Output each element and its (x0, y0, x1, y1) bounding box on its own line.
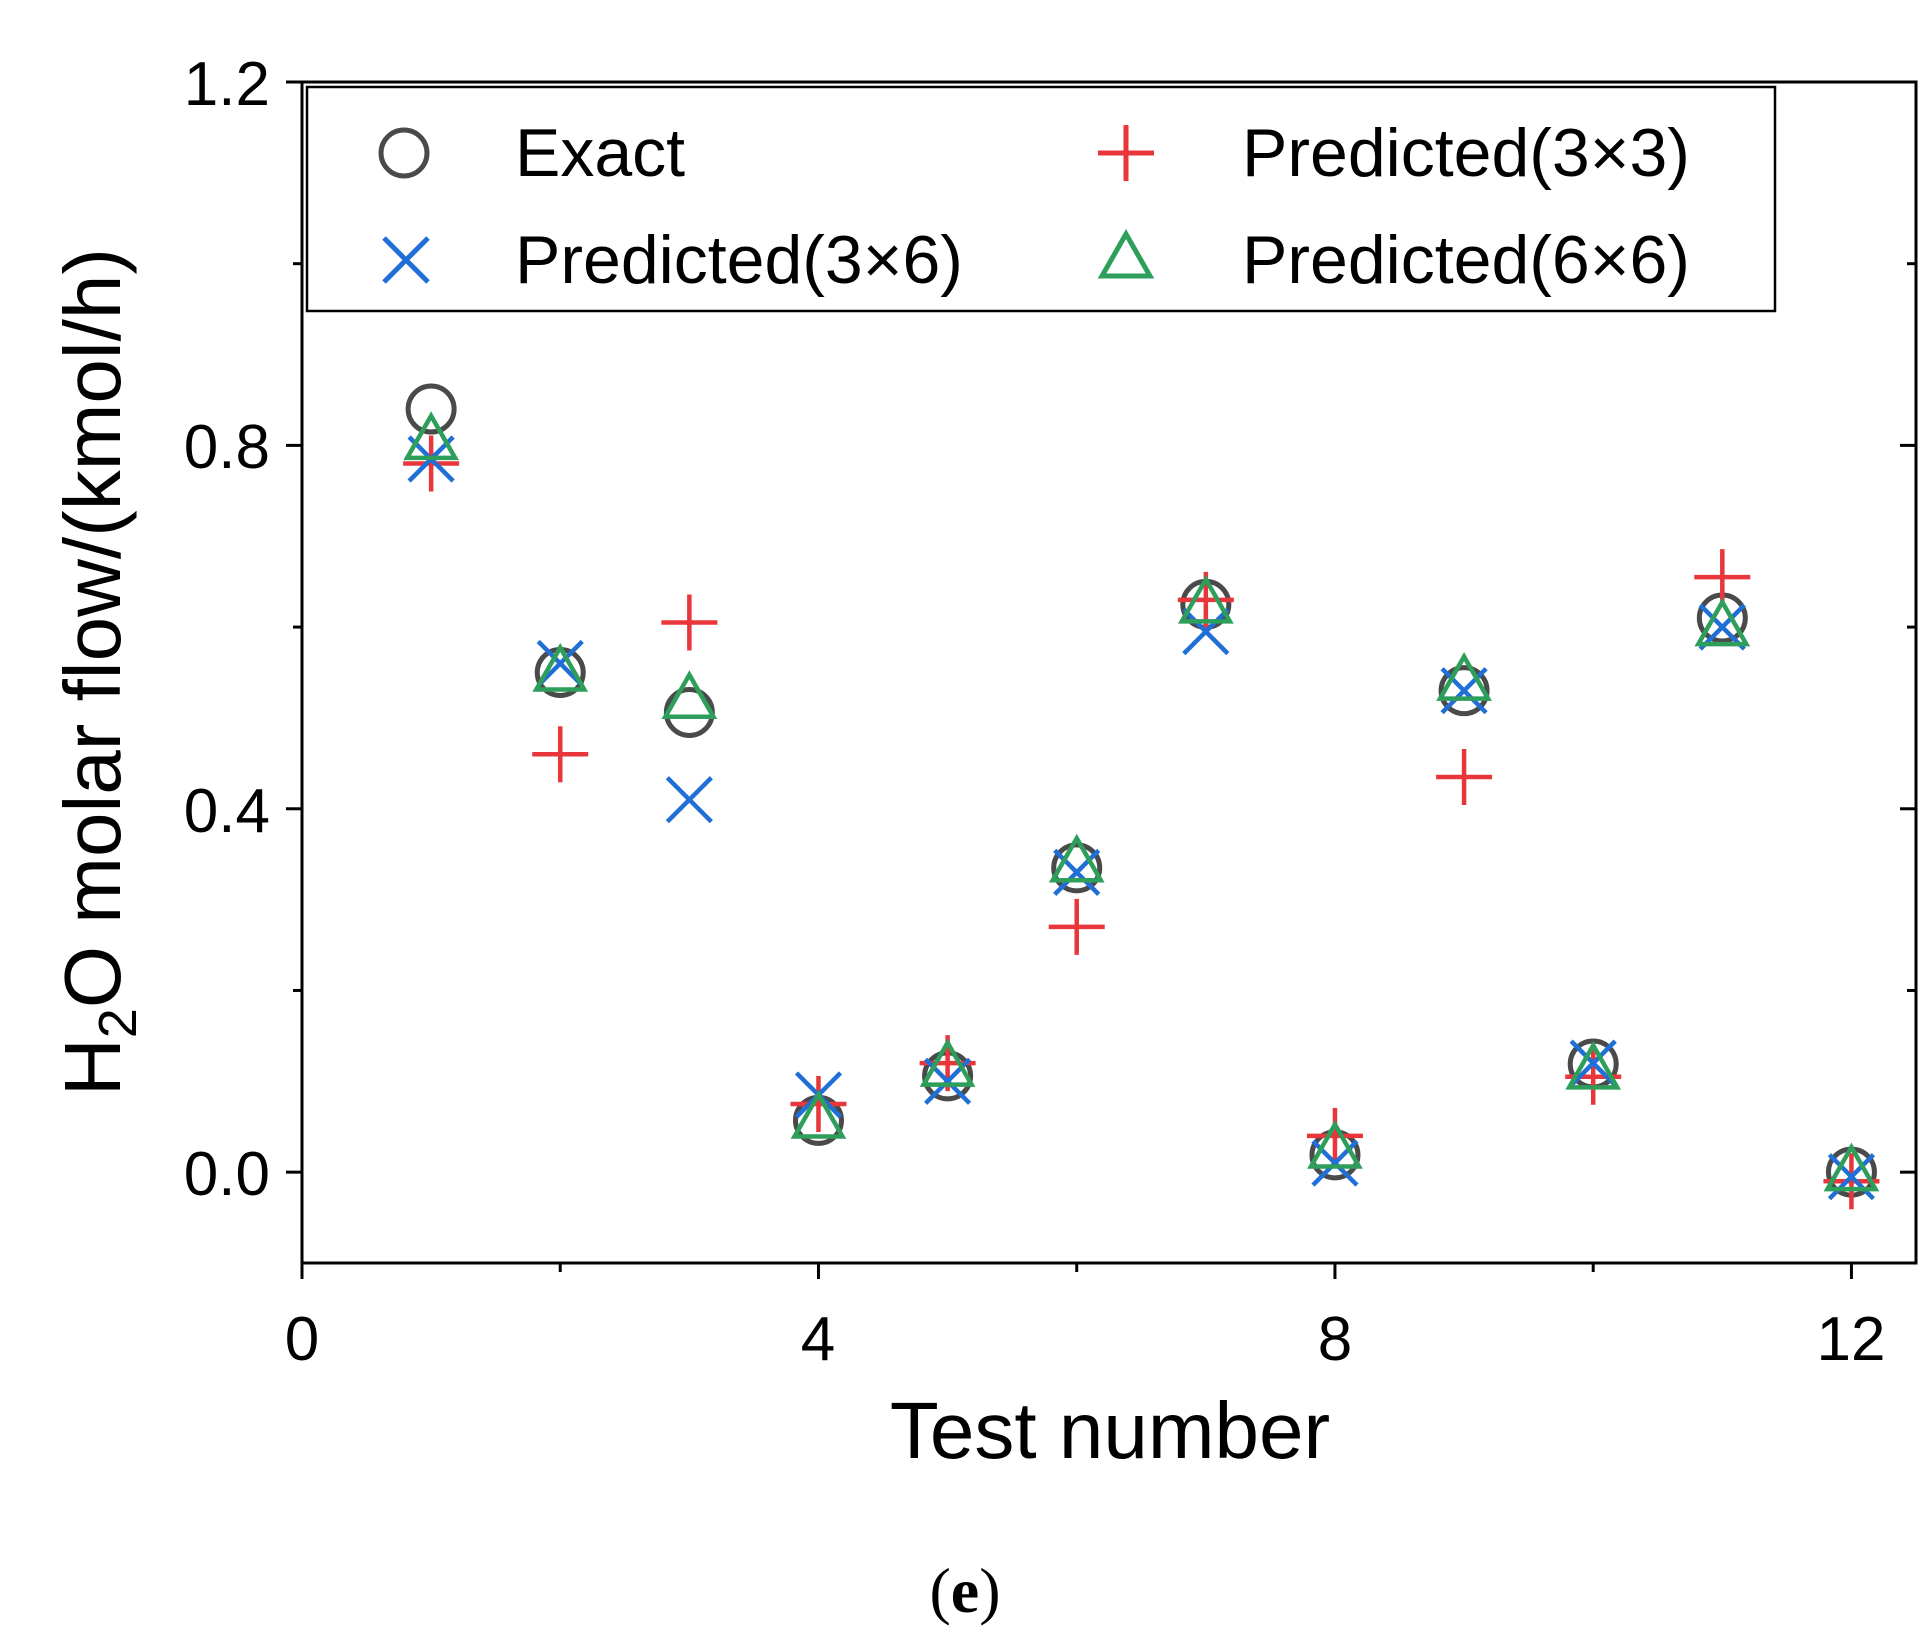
data-point-predicted-6x6 (1048, 833, 1105, 883)
data-point-predicted-3x6 (1698, 603, 1746, 651)
legend-x-marker (382, 236, 430, 284)
x-axis-title: Test number (890, 1386, 1330, 1475)
figure-caption: (e) (929, 1555, 1000, 1626)
data-points (403, 383, 1880, 1210)
data-point-predicted-6x6 (661, 670, 718, 720)
data-point-predicted-6x6 (1436, 652, 1492, 701)
legend-item-predicted-3x3: Predicted(3×3) (1098, 115, 1690, 191)
data-point-predicted-3x3 (661, 594, 718, 651)
y-axis-title-rest: O molar flow/(kmol/h) (48, 248, 137, 1008)
legend-item-predicted-3x6: Predicted(3×6) (382, 222, 963, 298)
y-tick-labels: 0.0 0.4 0.8 1.2 (184, 50, 270, 1209)
plot-frame (300, 80, 1918, 1265)
data-point-exact (1438, 665, 1490, 717)
series-exact (405, 383, 1877, 1198)
y-tick-label: 1.2 (184, 50, 270, 119)
data-point-predicted-3x3 (403, 435, 460, 492)
x-tick-label: 12 (1817, 1305, 1886, 1374)
x-tick-label: 0 (285, 1305, 319, 1374)
data-point-predicted-3x6 (665, 776, 713, 824)
legend-label: Exact (515, 115, 685, 191)
y-axis-title-h: H (48, 1038, 137, 1096)
legend-item-predicted-6x6: Predicted(6×6) (1097, 222, 1690, 298)
data-point-predicted-6x6 (532, 642, 589, 692)
y-axis-title-subscript: 2 (88, 1008, 148, 1038)
data-point-predicted-6x6 (790, 1089, 847, 1139)
data-point-predicted-3x3 (1048, 898, 1105, 955)
y-tick-label: 0.4 (184, 777, 270, 846)
data-point-exact (663, 686, 715, 738)
x-tick-label: 4 (801, 1305, 835, 1374)
data-point-predicted-6x6 (1823, 1142, 1880, 1192)
data-point-predicted-6x6 (403, 411, 459, 461)
data-point-predicted-3x6 (1440, 667, 1488, 715)
legend: Exact Predicted(3×3) Predicted(3×6) Pred… (305, 85, 1777, 313)
caption-letter: e (951, 1555, 979, 1626)
y-axis-title: H2O molar flow/(kmol/h) (48, 248, 148, 1096)
legend-item-exact: Exact (378, 115, 685, 191)
caption-close-paren: ) (979, 1555, 1000, 1626)
data-point-predicted-3x3 (1306, 1107, 1363, 1164)
legend-box (305, 85, 1777, 313)
data-point-predicted-6x6 (1307, 1119, 1363, 1169)
legend-label: Predicted(3×3) (1242, 115, 1690, 191)
y-tick-label: 0.8 (184, 413, 270, 482)
data-point-predicted-3x6 (1053, 848, 1101, 896)
data-point-predicted-6x6 (1177, 574, 1234, 624)
data-point-predicted-6x6 (919, 1038, 976, 1087)
legend-label: Predicted(6×6) (1242, 222, 1690, 298)
legend-circle-marker (378, 127, 430, 179)
y-tick-label: 0.0 (184, 1140, 270, 1209)
data-point-predicted-3x6 (1569, 1039, 1617, 1087)
data-point-predicted-3x3 (532, 726, 589, 783)
data-point-predicted-6x6 (1565, 1040, 1622, 1090)
data-point-exact (1051, 842, 1103, 894)
data-point-predicted-3x3 (790, 1076, 847, 1133)
data-point-predicted-6x6 (1694, 597, 1751, 647)
data-point-predicted-3x3 (1436, 748, 1493, 805)
x-tick-label: 8 (1318, 1305, 1352, 1374)
legend-label: Predicted(3×6) (515, 222, 963, 298)
series-predicted-3x3 (403, 435, 1880, 1210)
data-point-predicted-3x6 (1182, 608, 1230, 656)
data-point-predicted-3x3 (1694, 549, 1751, 606)
series-predicted-3x6 (407, 435, 1876, 1201)
series-predicted-6x6 (403, 411, 1880, 1192)
legend-plus-marker (1098, 125, 1154, 181)
data-point-predicted-3x6 (536, 639, 584, 688)
data-point-exact (405, 383, 457, 435)
x-tick-labels: 0 4 8 12 (285, 1305, 1886, 1374)
axis-ticks (286, 80, 1916, 1279)
legend-triangle-marker (1097, 228, 1155, 279)
caption-open-paren: ( (929, 1555, 950, 1626)
